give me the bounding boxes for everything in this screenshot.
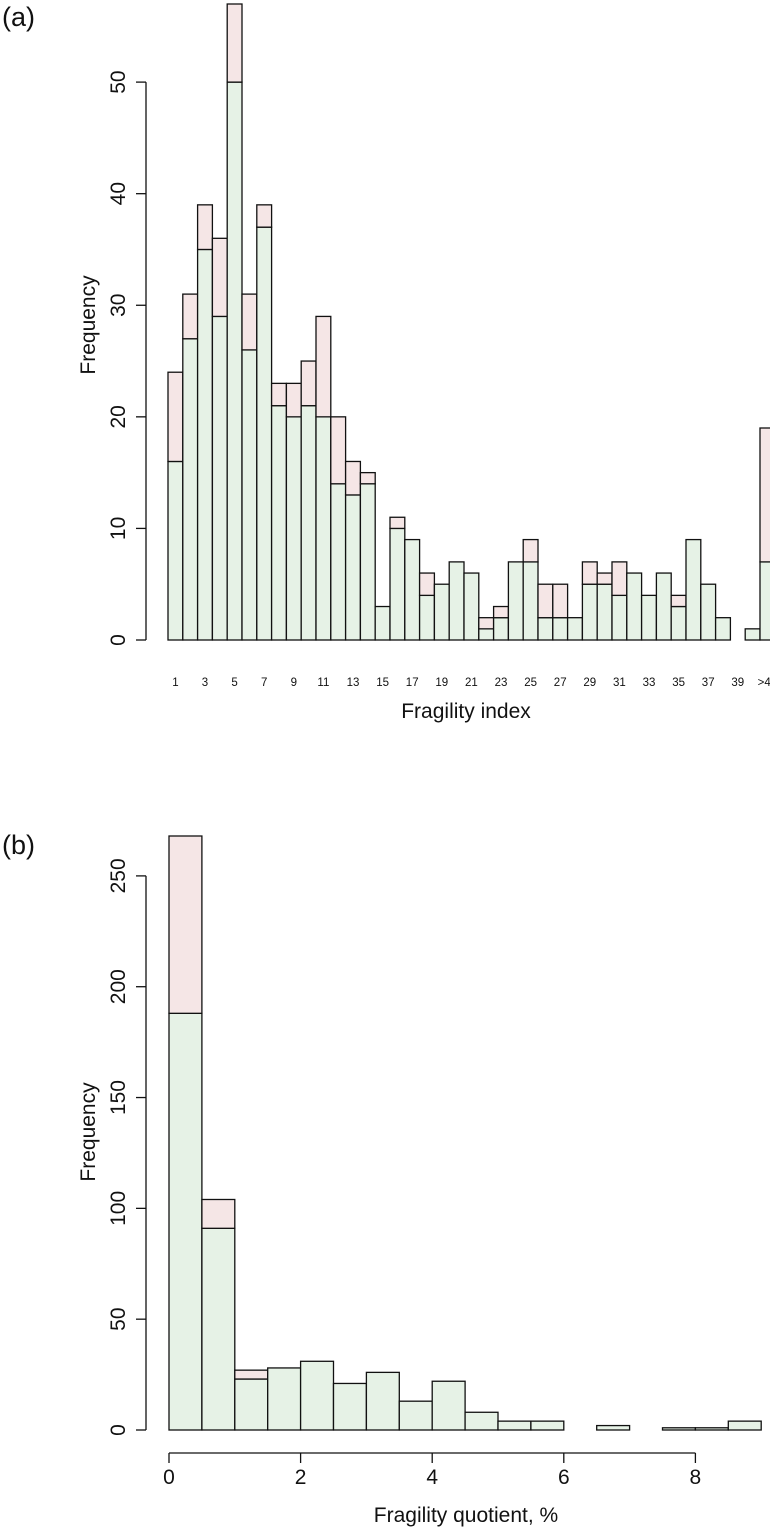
x-tick-label-b-0: 0	[163, 1466, 175, 1489]
y-tick-label-b-150: 150	[107, 1080, 130, 1115]
bar-a-upper->40	[759, 427, 770, 563]
x-tick-label-a-33: 33	[643, 677, 656, 689]
bar-b-lower-4.5	[464, 1411, 499, 1431]
bar-b-lower-1.5	[267, 1367, 302, 1431]
bar-a-upper-7	[256, 204, 273, 228]
bar-a-upper-14	[359, 471, 376, 485]
y-tick-label-b-200: 200	[107, 969, 130, 1004]
bar-a-lower-38	[714, 617, 732, 641]
bar-a-upper-11	[315, 315, 332, 418]
bar-b-lower-7.5	[661, 1427, 697, 1431]
bar-b-lower-3.5	[398, 1400, 433, 1431]
y-tick-label-b-250: 250	[107, 858, 130, 893]
bar-a-upper-25	[522, 538, 539, 563]
bar-b-lower-2	[299, 1360, 335, 1431]
x-tick-label-a-15: 15	[376, 677, 389, 689]
x-tick-label-b-4: 4	[426, 1466, 438, 1489]
bar-b-upper-0	[168, 835, 203, 1014]
x-tick-label-a-17: 17	[406, 677, 419, 689]
bar-b-lower-8	[694, 1427, 729, 1431]
bar-b-lower-8.5	[727, 1420, 762, 1431]
x-tick-label-b-6: 6	[558, 1466, 570, 1489]
x-axis-label-b: Fragility quotient, %	[374, 1504, 558, 1527]
x-tick-label-a-1: 1	[172, 677, 178, 689]
bar-a-upper-27	[552, 583, 569, 619]
panel-b-label: (b)	[2, 830, 35, 860]
x-tick-label-a-37: 37	[702, 677, 715, 689]
y-tick-label-a-30: 30	[107, 294, 130, 317]
x-tick-label-a-25: 25	[524, 677, 537, 689]
bar-b-lower-1	[234, 1378, 269, 1431]
y-tick-label-a-40: 40	[107, 182, 130, 205]
x-tick-label-a->40: >40	[758, 677, 770, 689]
x-tick-label-a-27: 27	[554, 677, 567, 689]
y-tick-label-a-0: 0	[107, 634, 130, 646]
x-tick-label-a-29: 29	[583, 677, 596, 689]
bar-a-upper-3	[196, 204, 214, 251]
bar-b-lower-0.5	[201, 1227, 236, 1431]
x-tick-label-b-2: 2	[295, 1466, 307, 1489]
x-axis-label-a: Fragility index	[401, 700, 531, 723]
x-tick-label-a-35: 35	[672, 677, 685, 689]
bar-b-lower-5	[497, 1420, 532, 1431]
bar-a-lower-21	[463, 572, 480, 641]
bar-b-lower-6.5	[596, 1424, 631, 1431]
x-tick-label-a-23: 23	[495, 677, 508, 689]
y-tick-label-b-100: 100	[107, 1191, 130, 1226]
x-tick-label-a-39: 39	[731, 677, 744, 689]
x-tick-label-a-19: 19	[435, 677, 448, 689]
x-tick-label-a-5: 5	[231, 677, 237, 689]
bar-a-lower-37	[700, 583, 717, 641]
x-tick-label-b-8: 8	[690, 1466, 702, 1489]
bar-b-upper-0.5	[201, 1198, 236, 1229]
bar-a-upper-5	[226, 3, 243, 83]
x-tick-label-a-9: 9	[291, 677, 297, 689]
bar-a-upper-12	[330, 416, 347, 485]
x-tick-label-a-31: 31	[613, 677, 626, 689]
y-tick-label-b-50: 50	[107, 1307, 130, 1330]
y-axis-label-a: Frequency	[77, 275, 100, 375]
bar-b-lower-2.5	[332, 1382, 368, 1431]
bar-b-lower-5.5	[530, 1420, 565, 1431]
bar-a-upper-16	[389, 516, 406, 530]
bar-b-upper-1	[234, 1369, 269, 1380]
y-tick-label-b-0: 0	[107, 1424, 130, 1436]
y-tick-label-a-10: 10	[107, 517, 130, 540]
x-tick-label-a-11: 11	[317, 677, 329, 689]
x-tick-label-a-3: 3	[202, 677, 208, 689]
x-tick-label-a-21: 21	[465, 677, 478, 689]
y-axis-label-b: Frequency	[77, 1082, 100, 1182]
x-tick-label-a-13: 13	[347, 677, 360, 689]
bar-b-lower-0	[168, 1012, 203, 1431]
y-tick-label-a-50: 50	[107, 70, 130, 93]
y-tick-label-a-20: 20	[107, 405, 130, 428]
panel-a-label: (a)	[2, 2, 35, 32]
bar-b-lower-3	[365, 1371, 400, 1431]
bar-b-lower-4	[431, 1380, 466, 1431]
x-tick-label-a-7: 7	[261, 677, 267, 689]
